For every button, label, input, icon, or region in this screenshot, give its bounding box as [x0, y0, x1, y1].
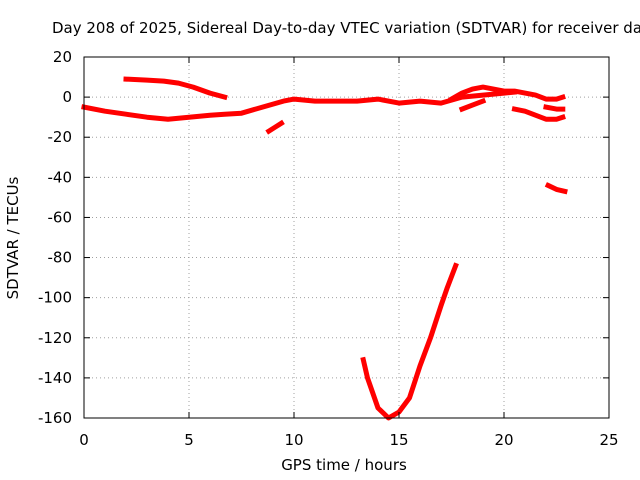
y-tick-label: -160 — [38, 409, 72, 427]
x-tick-label: 20 — [494, 431, 513, 449]
x-tick-label: 10 — [284, 431, 303, 449]
y-tick-label: 0 — [62, 88, 72, 106]
series-track-6 — [511, 106, 566, 122]
series-track-1 — [81, 89, 518, 122]
y-tick-label: 20 — [53, 48, 72, 66]
ticks — [83, 56, 610, 419]
plot-frame — [83, 56, 610, 419]
series-track-5 — [458, 97, 487, 113]
y-tick-label: -80 — [48, 249, 73, 267]
series-track-7 — [543, 104, 566, 112]
y-tick-label: -20 — [48, 128, 73, 146]
grid — [84, 57, 609, 418]
series-track-8 — [544, 182, 568, 195]
x-axis-label: GPS time / hours — [281, 456, 407, 474]
series-layer — [81, 76, 568, 421]
y-tick-label: -120 — [38, 329, 72, 347]
series-track-3 — [265, 119, 285, 135]
y-tick-label: -60 — [48, 208, 73, 226]
y-tick-label: -40 — [48, 168, 73, 186]
x-tick-label: 15 — [389, 431, 408, 449]
x-tick-label: 0 — [79, 431, 89, 449]
series-track-2 — [123, 76, 228, 101]
x-tick-label: 5 — [184, 431, 194, 449]
tick-labels: 20 0 -20 -40 -60 -80 -100 -120 -140 -160 0 5 10 15 20 2… — [38, 48, 619, 449]
chart-title: Day 208 of 2025, Sidereal Day-to-day VTE… — [52, 19, 640, 37]
y-tick-label: -140 — [38, 369, 72, 387]
y-axis-label: SDTVAR / TECUs — [4, 176, 22, 299]
series-track-9 — [360, 262, 459, 421]
series-track-4 — [448, 84, 566, 103]
y-tick-label: -100 — [38, 289, 72, 307]
x-tick-label: 25 — [599, 431, 618, 449]
